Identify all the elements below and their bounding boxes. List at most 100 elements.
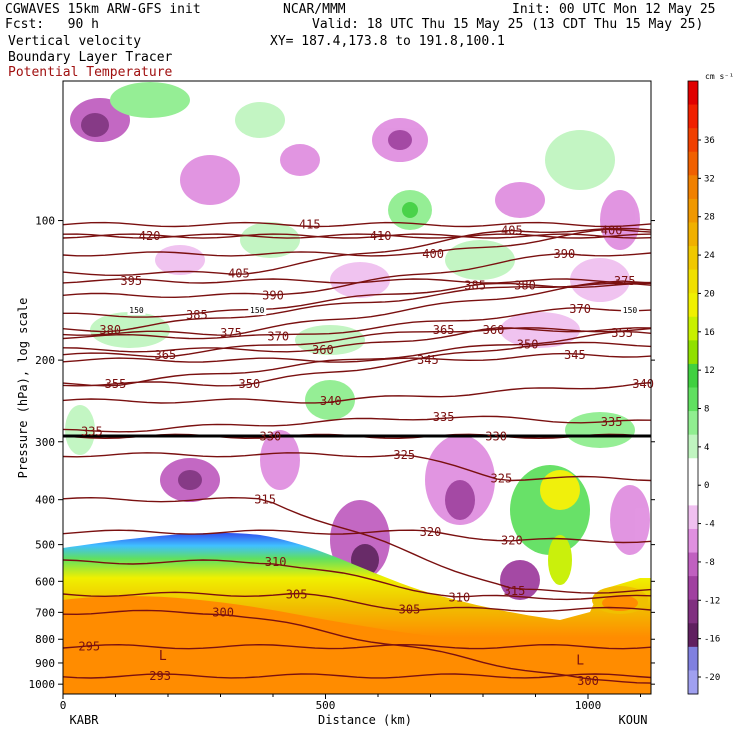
theta-label: 355 [611,326,633,340]
theta-label: 360 [483,323,505,337]
theta-contour-405 [63,227,651,277]
theta-contour-375 [63,280,651,336]
theta-label: 375 [614,274,636,288]
colorbar-swatch [688,175,698,200]
theta-contour-365 [63,327,651,358]
cross-section-xy: XY= 187.4,173.8 to 191.8,100.1 [270,34,505,49]
theta-label: 385 [464,278,486,292]
theta-contour-310 [63,559,651,601]
theta-contour-340 [63,381,651,404]
x-axis-label: Distance (km) [318,713,412,727]
theta-label: 315 [504,584,526,598]
theta-label: 380 [99,323,121,337]
theta-label: 385 [186,308,208,322]
forecast-hour: Fcst: 90 h [5,17,99,32]
theta-contour-370 [63,306,651,340]
colorbar-swatch [688,576,698,601]
colorbar: 36 32 28 24 20 16 12 8 4 0 -4 -8 -12 -16 -20 [687,80,720,695]
plot-frame [62,80,652,695]
colorbar-swatch [688,599,698,624]
theta-contour-345 [63,352,651,363]
x-tick-label: 1000 [575,699,602,712]
theta-contour-305 [63,591,651,613]
theta-label: 355 [105,377,127,391]
colorbar-swatch [688,481,698,506]
colorbar-label: -12 [704,596,720,606]
field-potential-temperature: Potential Temperature [8,65,173,80]
theta-label: 365 [433,323,455,337]
theta-contour-335 [63,415,651,433]
theta-label: 305 [399,602,421,616]
theta-label: 410 [370,229,392,243]
colorbar-swatch [688,81,698,106]
theta-label: 300 [577,674,599,688]
theta-label: 335 [601,415,623,429]
theta-contour-400 [63,228,651,257]
colorbar-label: 36 [704,136,715,146]
colorbar-label: 8 [704,405,709,415]
org-label: NCAR/MMM [283,2,346,17]
theta-label: 345 [417,353,439,367]
theta-label: 365 [155,348,177,362]
colorbar-swatch [688,411,698,436]
colorbar-label: 4 [704,443,709,453]
theta-contour-293 [63,673,651,679]
tropopause-mark: 150 [623,306,638,315]
colorbar-swatch [688,198,698,223]
theta-label: 340 [632,377,654,391]
colorbar-swatch [688,340,698,365]
colorbar-swatch [688,528,698,554]
colorbar-swatch [688,316,698,341]
axes-layer: 100 200 300 400 500 600 700 800 900 1000 0 500 1000 [29,215,655,712]
theta-contour-315 [63,496,651,594]
theta-label: 415 [299,218,321,232]
theta-label: 370 [569,302,591,316]
colorbar-swatch [688,104,698,129]
theta-contour-320 [63,529,651,544]
theta-label: 380 [514,278,536,292]
theta-label: 340 [320,394,342,408]
theta-label: 305 [286,587,308,601]
colorbar-label: 12 [704,366,715,376]
theta-label: 420 [139,229,161,243]
colorbar-label: 32 [704,174,715,184]
theta-label: 295 [78,640,100,654]
theta-contour-300 [63,609,651,684]
theta-contour-415 [63,221,651,228]
theta-label: 325 [393,448,415,462]
colorbar-label: -16 [704,635,720,645]
theta-label: 293 [149,669,171,683]
colorbar-swatch [688,269,698,294]
tropopause-mark: 150 [250,306,265,315]
theta-label: 320 [501,534,523,548]
theta-label: 390 [554,247,576,261]
theta-label: 315 [254,493,276,507]
colorbar-swatch [688,458,698,483]
theta-label: 300 [212,605,234,619]
tropopause-mark-bg [127,305,146,316]
colorbar-label: 28 [704,213,715,223]
left-station-label: KABR [70,713,100,727]
theta-label: 375 [220,326,242,340]
theta-label: 350 [239,377,261,391]
tropopause-mark: 150 [129,306,144,315]
theta-label: 370 [267,330,289,344]
colorbar-swatch [688,222,698,247]
theta-contour-350 [63,341,651,387]
y-axis-label: Pressure (hPa), log scale [16,298,30,479]
colorbar-label: -4 [704,520,715,530]
terrain-orange [63,595,651,694]
theta-contour-295 [63,643,651,650]
colorbar-label: 16 [704,328,715,338]
theta-label: 335 [433,410,455,424]
colorbar-swatch [688,505,698,530]
colorbar-swatch [688,623,698,648]
y-tick-label: 800 [35,633,55,646]
colorbar-swatch [688,670,698,695]
colorbar-frame [687,80,699,695]
y-tick-label: 200 [35,354,55,367]
tropopause-mark-bg [621,305,639,316]
y-tick-label: 1000 [29,678,56,691]
x-tick-label: 0 [60,699,67,712]
